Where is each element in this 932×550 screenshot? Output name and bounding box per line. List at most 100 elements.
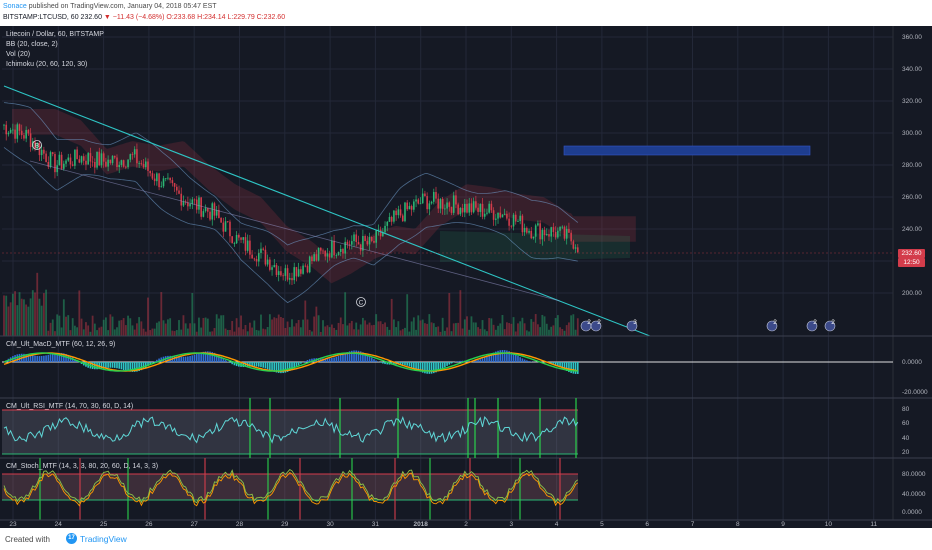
rsi-axis-label: 20 — [902, 449, 910, 456]
candle-body — [561, 226, 564, 228]
candle-body — [528, 230, 530, 233]
macd-histogram-bar — [220, 356, 222, 362]
volume-bar — [67, 315, 70, 336]
macd-histogram-bar — [193, 354, 196, 362]
stoch-pane-title[interactable]: CM_Stoch_MTF (14, 3, 3, 80, 20, 60, D, 1… — [6, 463, 159, 470]
tradingview-link[interactable]: TradingView — [80, 534, 127, 544]
bollinger-lower-band — [3, 147, 578, 304]
macd-histogram-bar — [413, 362, 415, 369]
macd-histogram-bar — [138, 362, 140, 372]
macd-histogram-bar — [477, 359, 479, 362]
macd-histogram-bar — [16, 354, 19, 362]
chart-area[interactable]: 360.00 340.00 320.00 300.00 280.00 260.00 240.… — [0, 26, 932, 528]
volume-bar — [89, 331, 92, 336]
macd-histogram-bar — [554, 362, 557, 365]
candle-body — [7, 132, 10, 135]
macd-histogram-bar — [401, 362, 404, 365]
candle-body — [499, 212, 502, 218]
macd-histogram-bar — [49, 354, 52, 362]
candle-body — [169, 177, 171, 181]
macd-histogram-bar — [264, 362, 267, 369]
candle-body — [60, 154, 63, 169]
volume-bar — [268, 314, 271, 336]
macd-histogram-bar — [184, 356, 187, 362]
volume-bar — [98, 327, 101, 336]
macd-histogram-bar — [47, 354, 50, 362]
candle-body — [255, 259, 258, 262]
time-axis-label: 26 — [145, 521, 153, 528]
macd-histogram-bar — [198, 353, 200, 362]
volume-bar — [337, 322, 340, 336]
volume-bar — [342, 324, 344, 336]
legend-vol[interactable]: Vol (20) — [6, 51, 31, 58]
macd-histogram-bar — [384, 362, 386, 365]
time-axis-label: 27 — [191, 521, 199, 528]
volume-bar — [111, 316, 114, 336]
volume-bar — [355, 322, 358, 336]
candle-body — [291, 278, 293, 281]
price-axis-label: 320.00 — [902, 98, 922, 105]
macd-pane-title[interactable]: CM_Ult_MacD_MTF (60, 12, 26, 9) — [6, 341, 116, 348]
candle-body — [5, 124, 8, 135]
candle-body — [45, 153, 47, 162]
candle-body — [388, 216, 391, 222]
event-count: 3 — [633, 319, 637, 326]
candle-body — [355, 234, 358, 243]
candle-body — [118, 164, 120, 168]
legend-bb[interactable]: BB (20, close, 2) — [6, 41, 58, 48]
candle-body — [264, 249, 267, 265]
macd-histogram-bar — [495, 351, 497, 362]
symbol-label: BITSTAMP:LTCUSD, 60 — [3, 14, 79, 21]
candle-body — [98, 151, 101, 166]
volume-bar — [463, 319, 466, 336]
macd-axis-label: 0.0000 — [902, 359, 922, 366]
macd-histogram-bar — [490, 353, 493, 362]
macd-histogram-bar — [351, 350, 353, 362]
candle-body — [167, 177, 169, 179]
candle-body — [229, 221, 231, 237]
macd-histogram-bar — [576, 362, 579, 374]
volume-bar — [206, 318, 209, 336]
candle-body — [138, 163, 140, 164]
volume-bar — [408, 331, 411, 336]
macd-histogram-bar — [153, 361, 156, 362]
macd-histogram-bar — [38, 356, 41, 362]
price-change: ▼ −11.43 (−4.68%) — [103, 14, 165, 21]
macd-histogram-bar — [178, 356, 180, 362]
candle-body — [195, 199, 198, 210]
time-axis-label: 23 — [9, 521, 17, 528]
volume-bar — [486, 331, 488, 336]
candle-body — [164, 178, 167, 180]
candle-body — [109, 159, 112, 164]
macd-histogram-bar — [459, 360, 462, 362]
chart-canvas[interactable]: 360.00340.00320.00300.00280.00260.00240.… — [0, 26, 932, 528]
candle-body — [266, 259, 269, 265]
time-axis-label: 4 — [555, 521, 559, 528]
macd-histogram-bar — [306, 360, 309, 362]
volume-bar — [277, 314, 280, 336]
volume-bar — [105, 317, 107, 336]
candle-body — [503, 213, 506, 215]
author-link[interactable]: Sonace — [3, 3, 27, 10]
rsi-pane-title[interactable]: CM_Ult_RSI_MTF (14, 70, 30, 60, D, 14) — [6, 403, 134, 410]
macd-histogram-bar — [60, 352, 63, 362]
volume-bar — [479, 328, 482, 336]
macd-histogram-bar — [375, 360, 377, 362]
pattern-label-b-ring — [32, 140, 42, 150]
candle-body — [401, 215, 404, 222]
candle-body — [339, 248, 342, 252]
volume-bar — [366, 324, 369, 336]
macd-histogram-bar — [65, 353, 67, 362]
candle-body — [335, 254, 338, 256]
event-count: 2 — [773, 319, 777, 326]
candle-body — [304, 265, 307, 267]
candle-body — [548, 234, 550, 237]
candle-body — [353, 234, 355, 242]
candle-body — [16, 124, 19, 139]
legend-ichimoku[interactable]: Ichimoku (20, 60, 120, 30) — [6, 61, 88, 68]
candle-body — [563, 226, 566, 239]
candle-body — [215, 210, 218, 216]
volume-bar — [319, 331, 322, 336]
time-axis-label: 10 — [825, 521, 833, 528]
candle-body — [300, 269, 302, 274]
